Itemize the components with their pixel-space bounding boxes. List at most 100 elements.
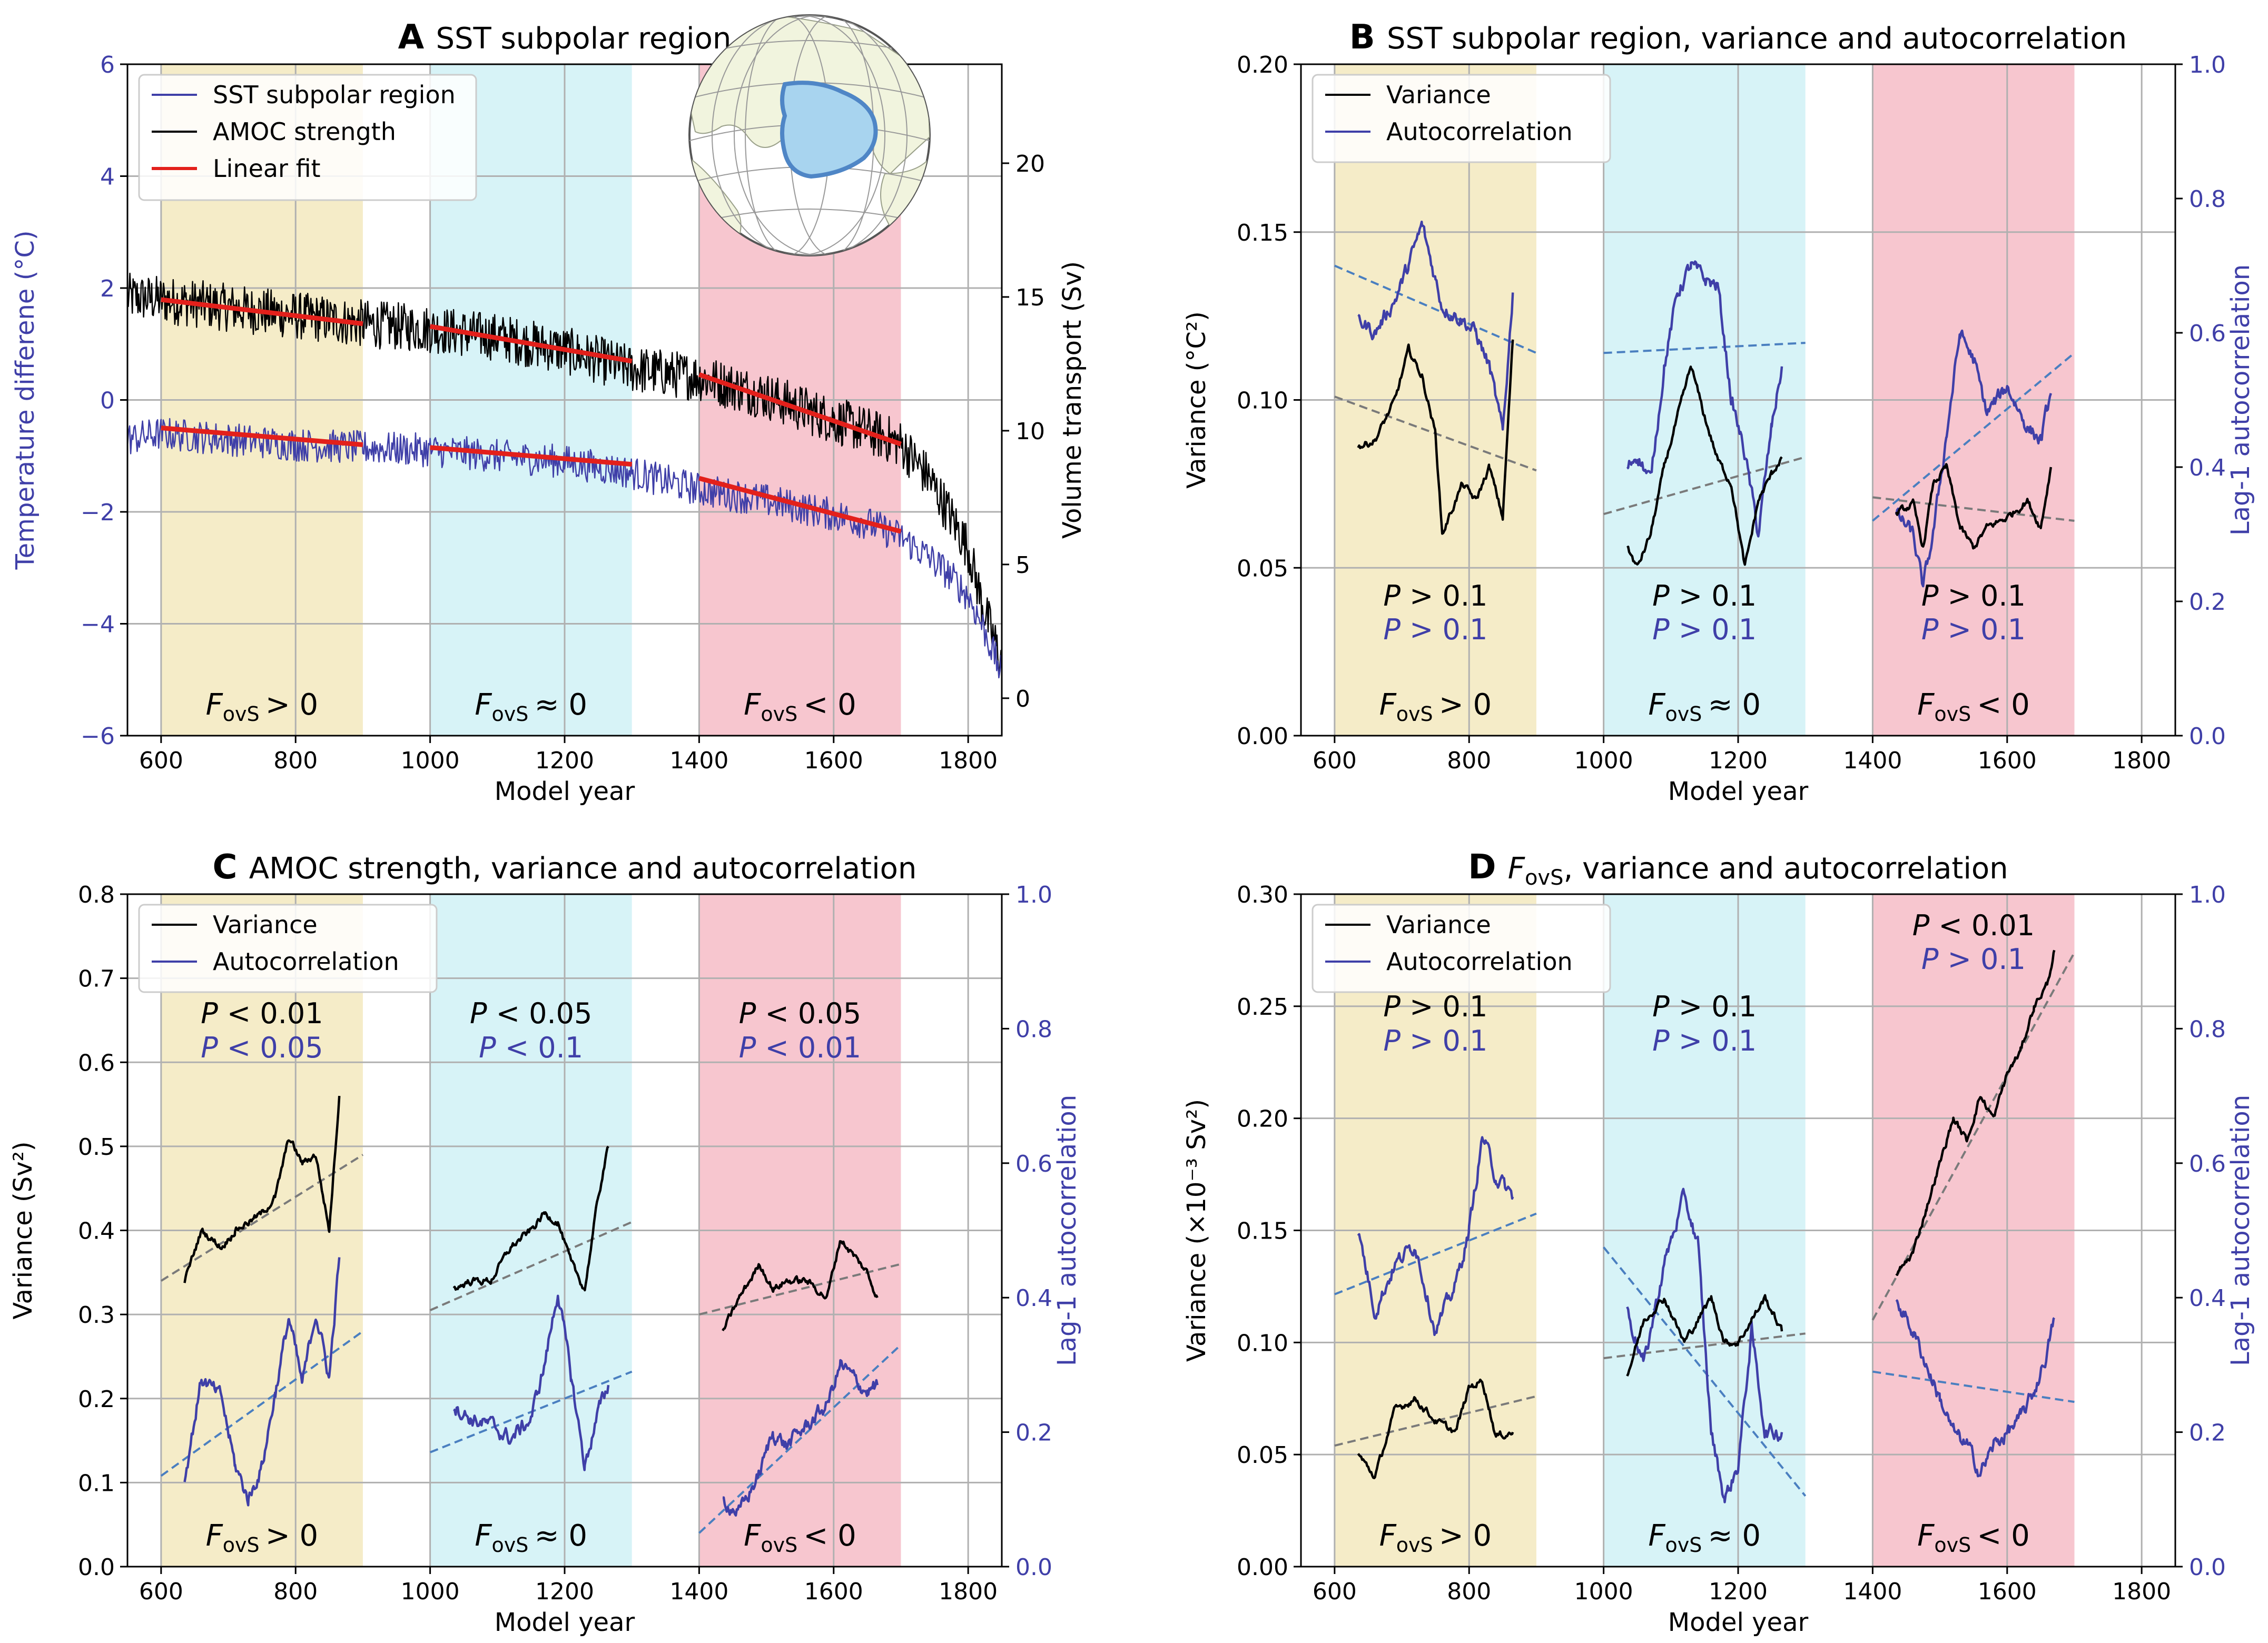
regime-label: FovS > 0	[1379, 688, 1492, 726]
y-tick-label-left: 4	[100, 164, 115, 191]
x-tick-label: 1600	[804, 1578, 863, 1605]
p-value-autocorr: P > 0.1	[1652, 613, 1757, 646]
y-tick-label-left: −6	[81, 723, 115, 750]
y-tick-label-left: 0.4	[78, 1218, 115, 1245]
p-value-autocorr: P > 0.1	[1921, 613, 2026, 646]
y-tick-label-right: 1.0	[1015, 882, 1052, 908]
x-axis-label: Model year	[1668, 777, 1809, 806]
regime-label: FovS < 0	[1917, 688, 2030, 726]
legend-label: Autocorrelation	[1386, 117, 1573, 146]
y-tick-label-right: 0.6	[1015, 1151, 1052, 1177]
y-tick-label-right: 0.2	[2189, 1420, 2226, 1447]
variance-trend-line	[1871, 952, 2076, 1321]
series-variance	[1357, 1378, 1514, 1479]
p-value-variance: P < 0.01	[1912, 909, 2035, 942]
legend-label: SST subpolar region	[213, 81, 456, 109]
y-tick-label-left: 2	[100, 275, 115, 302]
y-tick-label-left: 0	[100, 388, 115, 414]
regime-label: FovS < 0	[744, 1519, 856, 1557]
x-tick-label: 800	[1447, 1578, 1491, 1605]
p-value-variance: P > 0.1	[1652, 579, 1757, 612]
regime-label: FovS < 0	[744, 688, 856, 726]
y-tick-label-right: 1.0	[2189, 52, 2226, 78]
y-axis-label-left: Variance (Sv²)	[8, 1141, 38, 1319]
variance-trend-line	[1872, 496, 2075, 522]
autocorr-trend-line	[1872, 1370, 2075, 1403]
series-variance	[183, 1095, 341, 1283]
p-value-autocorr: P > 0.1	[1921, 943, 2026, 976]
chart-title: A SST subpolar region	[398, 18, 732, 57]
series-amoc-strength	[127, 272, 1002, 675]
chart-title: D FovS, variance and autocorrelation	[1468, 848, 2008, 890]
y-tick-label-left: 0.0	[78, 1554, 115, 1581]
y-tick-label-right: 0.6	[2189, 1151, 2226, 1177]
y-tick-label-right: 5	[1015, 552, 1030, 579]
y-tick-label-left: 0.15	[1237, 1218, 1288, 1245]
legend-label: AMOC strength	[213, 117, 396, 146]
series-autocorrelation	[1895, 1299, 2055, 1478]
legend-box	[138, 74, 477, 201]
y-tick-label-left: 0.20	[1237, 1106, 1288, 1133]
autocorr-trend-line	[429, 1370, 633, 1453]
chart-title: C AMOC strength, variance and autocorrel…	[213, 848, 917, 887]
y-tick-label-left: 0.8	[78, 882, 115, 908]
series-variance	[1357, 339, 1514, 535]
y-tick-label-right: 0.4	[2189, 454, 2226, 481]
y-tick-label-right: 0.8	[2189, 1016, 2226, 1043]
series-autocorrelation	[183, 1257, 341, 1507]
plot-area	[160, 1095, 902, 1534]
y-tick-label-left: 0.00	[1237, 1554, 1288, 1581]
y-tick-label-left: 0.30	[1237, 882, 1288, 908]
variance-trend-line	[1334, 1395, 1537, 1447]
panel-C: 600 800 1000 1200 1400 1600 1800 Model year 0.0 0…	[8, 848, 1082, 1637]
legend-box	[138, 904, 438, 993]
y-tick-label-right: 0.4	[2189, 1285, 2226, 1312]
variance-trend-line	[1603, 456, 1806, 516]
series-autocorrelation	[1626, 260, 1783, 538]
y-tick-label-right: 0.0	[2189, 723, 2226, 750]
regime-label: FovS ≈ 0	[1648, 1519, 1761, 1557]
y-tick-label-right: 0	[1015, 686, 1030, 712]
p-value-variance: P < 0.01	[201, 997, 323, 1030]
linear-fit-line	[698, 476, 902, 534]
linear-fit-line	[429, 324, 633, 364]
x-tick-label: 600	[139, 1578, 183, 1605]
legend-label: Autocorrelation	[1386, 947, 1573, 976]
variance-trend-line	[160, 1154, 363, 1282]
series-variance	[1626, 1294, 1783, 1377]
linear-fit-line	[161, 297, 363, 326]
autocorr-trend-line	[1603, 1246, 1807, 1497]
y-tick-label-left: 0.15	[1237, 220, 1288, 246]
p-value-autocorr: P > 0.1	[1383, 613, 1487, 646]
autocorr-trend-line	[1872, 352, 2075, 522]
y-tick-label-left: −4	[81, 611, 115, 638]
regime-label: FovS > 0	[206, 1519, 319, 1557]
autocorr-trend-line	[1334, 264, 1537, 354]
y-tick-label-right: 0.0	[2189, 1554, 2226, 1581]
x-tick-label: 1000	[401, 1578, 460, 1605]
series-autocorrelation	[722, 1359, 879, 1517]
y-tick-label-left: −2	[81, 499, 115, 526]
p-value-autocorr: P < 0.05	[201, 1031, 323, 1064]
y-tick-label-left: 0.20	[1237, 52, 1288, 78]
y-axis-label-right: Volume transport (Sv)	[1058, 261, 1087, 539]
x-tick-label: 1600	[1978, 747, 2037, 774]
regime-label: FovS ≈ 0	[1648, 688, 1761, 726]
series-autocorrelation	[1626, 1187, 1783, 1503]
p-value-variance: P > 0.1	[1383, 990, 1487, 1023]
y-tick-label-right: 0.6	[2189, 320, 2226, 347]
legend-box	[1312, 74, 1611, 163]
series-variance	[722, 1240, 879, 1331]
x-tick-label: 1400	[1843, 1578, 1902, 1605]
x-tick-label: 1600	[1978, 1578, 2037, 1605]
x-tick-label: 1000	[1574, 747, 1633, 774]
y-tick-label-right: 0.0	[1015, 1554, 1052, 1581]
y-axis-label-right: Lag-1 autocorrelation	[2226, 264, 2255, 536]
y-tick-label-left: 0.00	[1237, 723, 1288, 750]
series-variance	[1895, 949, 2056, 1276]
x-tick-label: 1000	[1574, 1578, 1633, 1605]
autocorr-trend-line	[160, 1330, 364, 1477]
y-tick-label-left: 6	[100, 52, 115, 78]
y-tick-label-left: 0.10	[1237, 388, 1288, 414]
